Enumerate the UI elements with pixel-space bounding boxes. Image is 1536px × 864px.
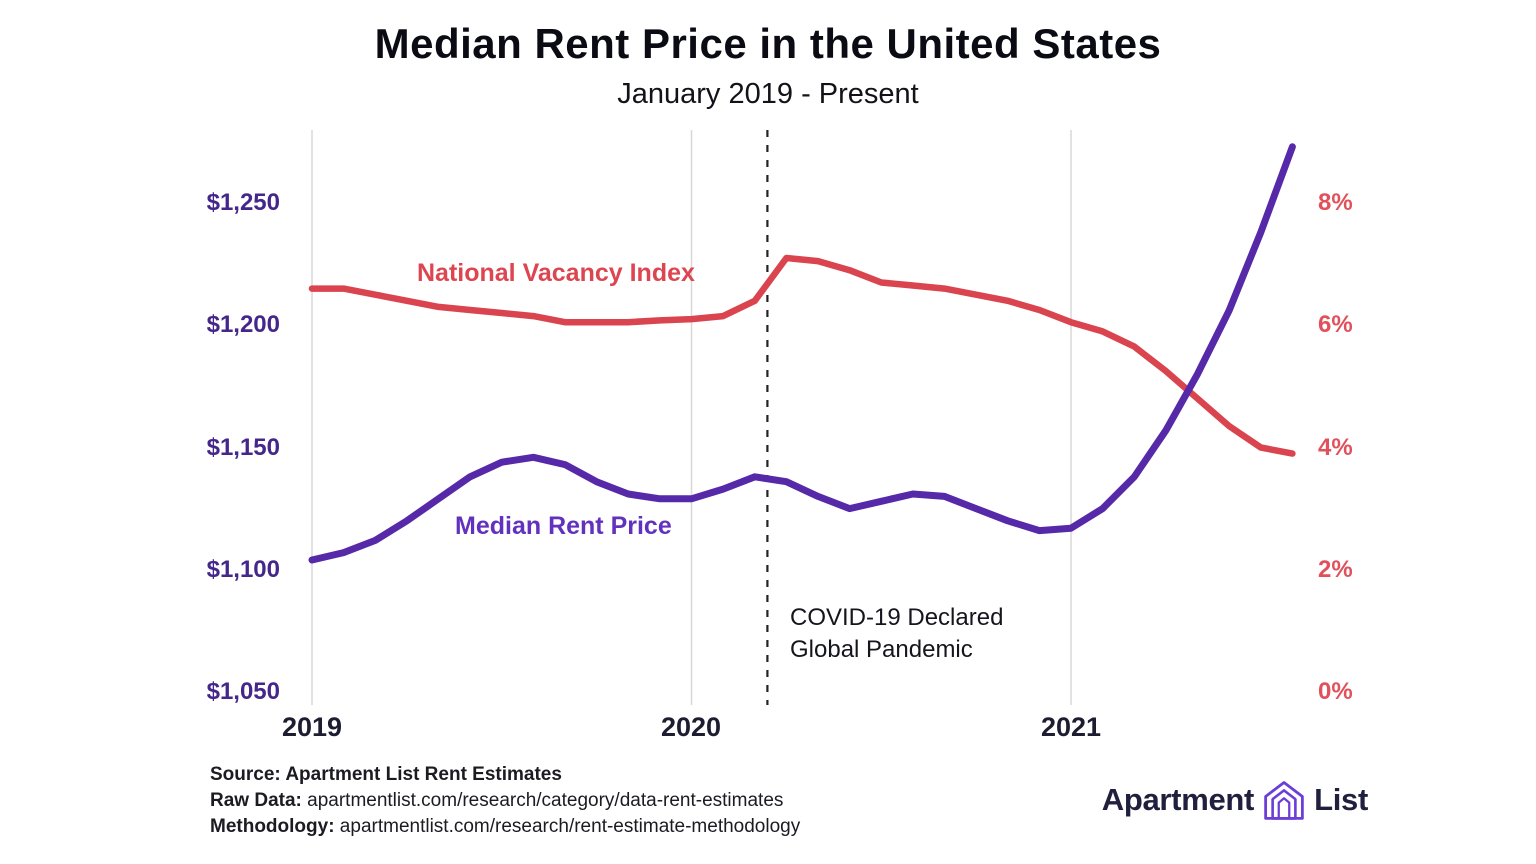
x-axis-tick-2020: 2020 xyxy=(660,712,722,742)
source-label: Source: xyxy=(210,764,281,785)
logo-word-apartment: Apartment xyxy=(1101,782,1255,817)
left-axis-tick: $1,100 xyxy=(206,556,280,583)
series-label-median-rent: Median Rent Price xyxy=(455,512,672,540)
raw-data-url: apartmentlist.com/research/category/data… xyxy=(301,790,784,811)
methodology-line: Methodology: apartmentlist.com/research/… xyxy=(210,814,800,840)
logo-word-list: List xyxy=(1314,782,1368,817)
left-axis-tick: $1,250 xyxy=(206,189,280,216)
methodology-url: apartmentlist.com/research/rent-estimate… xyxy=(334,816,801,837)
methodology-label: Methodology: xyxy=(210,816,335,837)
page-title: Median Rent Price in the United States xyxy=(374,20,1162,67)
apartment-list-logo: Apartment List xyxy=(1102,779,1368,821)
left-axis-tick: $1,150 xyxy=(206,434,280,461)
covid-annotation-line2: Global Pandemic xyxy=(790,636,973,663)
house-icon xyxy=(1264,781,1304,820)
source-footer: Source: Apartment List Rent Estimates Ra… xyxy=(210,762,800,840)
right-axis-tick: 0% xyxy=(1318,678,1353,705)
source-text: Apartment List Rent Estimates xyxy=(280,764,562,785)
covid-annotation-line1: COVID-19 Declared xyxy=(790,604,1004,631)
x-axis-tick-2019: 2019 xyxy=(281,712,343,742)
right-axis-tick: 6% xyxy=(1318,311,1353,338)
series-label-vacancy-index: National Vacancy Index xyxy=(417,259,695,287)
raw-data-line: Raw Data: apartmentlist.com/research/cat… xyxy=(210,788,800,814)
source-line: Source: Apartment List Rent Estimates xyxy=(210,762,800,788)
left-axis-tick: $1,050 xyxy=(206,678,280,705)
raw-data-label: Raw Data: xyxy=(210,790,302,811)
page-subtitle: January 2019 - Present xyxy=(617,78,919,110)
x-axis-tick-2021: 2021 xyxy=(1040,712,1102,742)
left-axis-tick: $1,200 xyxy=(206,311,280,338)
right-axis-tick: 4% xyxy=(1318,434,1353,461)
right-axis-tick: 2% xyxy=(1318,556,1353,583)
right-axis-tick: 8% xyxy=(1318,189,1353,216)
covid-annotation: COVID-19 Declared Global Pandemic xyxy=(790,602,1003,666)
